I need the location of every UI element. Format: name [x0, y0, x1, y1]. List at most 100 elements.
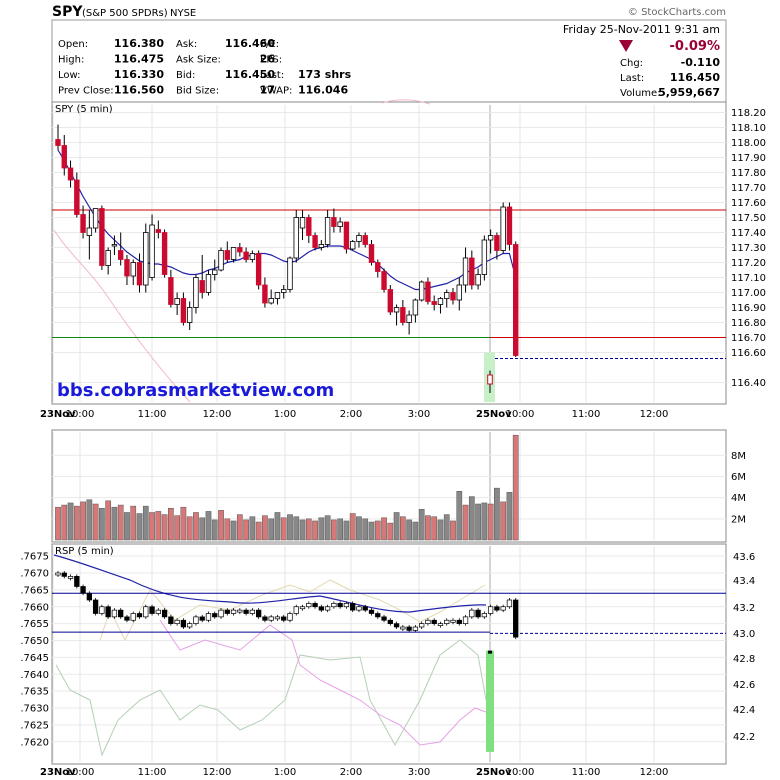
time-tick-label: 12:00 [640, 409, 669, 420]
time-tick-label: 25Nov [476, 767, 512, 778]
rsp-candle [287, 613, 293, 621]
candle [418, 281, 425, 301]
volume-bar [80, 501, 86, 541]
quote-label: P/E: [260, 39, 279, 50]
rsp-candle [174, 619, 180, 624]
time-tick-label: 12:00 [203, 767, 232, 778]
volume-bar [324, 515, 331, 541]
annotation: bbs.cobrasmarketview.com [57, 380, 334, 401]
volume-bar [186, 516, 193, 541]
volume-tick-label: 4M [731, 493, 746, 504]
rsp-candle [274, 616, 281, 620]
candle [381, 271, 387, 290]
volume-bar [174, 515, 180, 541]
watermark: © StockCharts.com [628, 7, 726, 18]
quote-label: Ask Size: [176, 55, 221, 66]
quote-label: Prev Close: [58, 86, 114, 97]
volume-bar [374, 520, 381, 541]
rsp-candle [299, 606, 306, 610]
candle [262, 284, 268, 304]
candle [331, 217, 337, 227]
rsp-candle [381, 616, 387, 621]
time-tick-label: 2:00 [340, 409, 362, 420]
candle [224, 250, 230, 260]
volume-bar [205, 511, 212, 541]
price-tick-label: 117.50 [731, 213, 766, 224]
time-tick-label: 10:00 [506, 767, 535, 778]
volume-label: Volume: [620, 88, 661, 99]
volume-bar [149, 512, 155, 541]
volume-bar [136, 513, 143, 541]
volume-bar [155, 511, 162, 541]
rsp-right-tick-label: 43.0 [733, 629, 755, 640]
quote-value: 116.450 [225, 68, 275, 81]
quote-label: Low: [58, 70, 81, 81]
rsp-candle [306, 603, 312, 608]
candle [513, 244, 519, 356]
volume-bar [299, 519, 306, 541]
rsp-right-tick-label: 42.6 [733, 680, 755, 691]
price-tick-label: 117.80 [731, 168, 766, 179]
rsp-right-tick-label: 42.4 [733, 705, 755, 716]
time-tick-label: 10:00 [506, 409, 535, 420]
candle [92, 208, 99, 229]
rsp-candle [111, 609, 118, 618]
rsp-candle [513, 599, 519, 638]
volume-bar [236, 514, 243, 541]
volume-bar [293, 516, 300, 541]
volume-bar [406, 519, 412, 541]
volume-bar [368, 521, 375, 541]
rsp-candle [255, 609, 262, 618]
quote-value: 116.475 [114, 53, 164, 66]
candle [456, 284, 462, 301]
change-percent: -0.09% [670, 39, 721, 54]
price-plot [52, 99, 726, 403]
volume-bar [312, 520, 318, 541]
candle [506, 206, 513, 245]
candle [462, 257, 469, 286]
rsp-left-tick-label: .7660 [20, 602, 49, 613]
rsp-candle [161, 609, 168, 618]
rsp-candle [400, 626, 406, 630]
volume-bar [99, 507, 105, 541]
time-tick-label: 1:00 [274, 767, 296, 778]
price-tick-label: 117.60 [731, 198, 766, 209]
rsp-left-tick-label: .7650 [20, 636, 49, 647]
rsp-candle [212, 613, 218, 618]
rsp-right-tick-label: 42.8 [733, 654, 755, 665]
rsp-candle [362, 606, 368, 611]
rsp-candle [281, 616, 287, 621]
candle [412, 299, 419, 316]
candle [67, 167, 74, 181]
volume-bar [249, 516, 256, 541]
rsp-candle [393, 623, 400, 628]
quote-label: High: [58, 55, 84, 66]
quote-value: 17 [260, 84, 275, 97]
rsp-candle [230, 609, 237, 614]
volume-bar [443, 514, 450, 541]
candle [168, 277, 174, 305]
price-tick-label: 118.00 [731, 138, 766, 149]
candle [111, 244, 118, 247]
volume-bar [218, 510, 224, 541]
volume-bar [400, 516, 406, 541]
rsp-candle [456, 619, 462, 624]
volume-tick-label: 2M [731, 514, 746, 525]
time-tick-label: 12:00 [640, 767, 669, 778]
volume-bar [318, 517, 325, 541]
rsp-left-tick-label: .7635 [20, 687, 49, 698]
rsp-candle [224, 609, 230, 614]
volume-bar [287, 514, 293, 541]
rsp-candle [243, 609, 249, 614]
candle [199, 280, 205, 293]
rsp-candle [318, 606, 324, 611]
time-tick-label: 10:00 [66, 409, 95, 420]
time-tick-label: 11:00 [138, 767, 167, 778]
candle [237, 247, 243, 253]
rsp-candle [481, 613, 488, 618]
rsp-candle [324, 606, 331, 611]
quote-label: Last: [260, 70, 284, 81]
rsp-candle [412, 626, 419, 631]
rsp-candle [387, 619, 393, 624]
rsp-candle [262, 616, 268, 621]
